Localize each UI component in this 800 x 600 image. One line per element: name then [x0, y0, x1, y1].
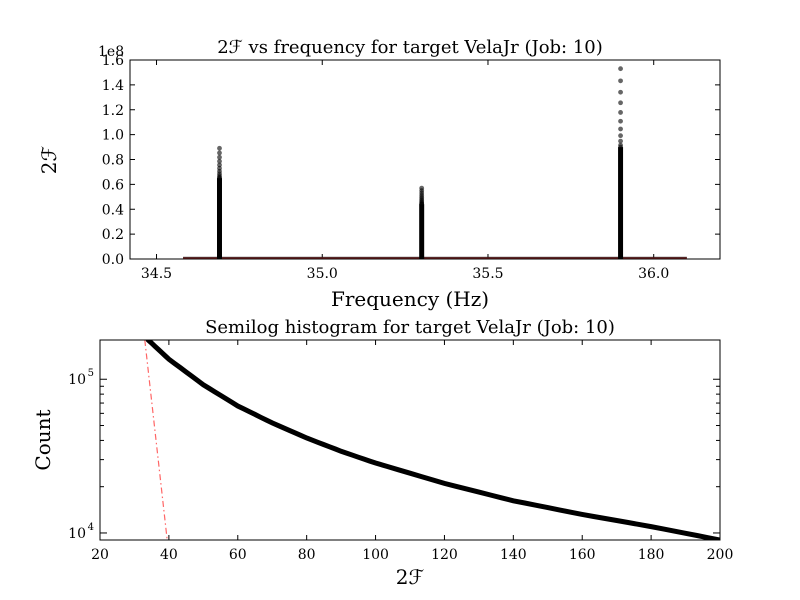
top-y-tick-label: 1.0	[102, 128, 124, 144]
bottom-x-tick-label: 140	[500, 547, 527, 563]
bottom-chart-marks	[144, 340, 720, 540]
top-y-tick-label: 0.0	[102, 252, 124, 268]
top-x-tick-label: 35.0	[307, 266, 338, 282]
top-spike-point	[217, 154, 222, 160]
top-spike-point	[618, 66, 623, 72]
bottom-chart-x-axis-label: 2ℱ	[396, 565, 425, 589]
bottom-chart-title: Semilog histogram for target VelaJr (Job…	[205, 317, 615, 338]
top-spike-point	[217, 162, 222, 168]
top-chart-marks	[183, 66, 687, 259]
bottom-x-tick-label: 200	[707, 547, 734, 563]
top-y-tick-label: 0.2	[102, 227, 124, 243]
top-chart-title: 2ℱ vs frequency for target VelaJr (Job: …	[217, 37, 603, 58]
bottom-x-tick-label: 40	[160, 547, 178, 563]
bottom-x-tick-label: 80	[298, 547, 316, 563]
bottom-x-tick-label: 160	[569, 547, 596, 563]
top-spike-point	[618, 138, 623, 144]
top-chart-y-axis-label: 2ℱ	[37, 146, 61, 175]
top-spike-point	[618, 118, 623, 124]
top-spike-point	[419, 185, 425, 191]
top-chart-x-axis-label: Frequency (Hz)	[331, 287, 489, 311]
top-chart-offset-label: 1e8	[98, 44, 124, 60]
top-y-tick-label: 1.6	[102, 53, 124, 69]
top-spike-point	[618, 100, 623, 106]
top-x-tick-label: 36.0	[638, 266, 669, 282]
top-y-tick-label: 0.6	[102, 177, 124, 193]
top-spike-point	[618, 89, 623, 95]
bottom-y-tick-exponent: 4	[88, 522, 94, 533]
bottom-y-tick-exponent: 5	[88, 368, 94, 379]
bottom-x-tick-label: 120	[431, 547, 458, 563]
top-spike-point	[217, 145, 222, 151]
bottom-x-tick-label: 100	[362, 547, 389, 563]
top-spike-point	[217, 150, 222, 156]
top-spike-point	[618, 78, 623, 84]
top-y-tick-label: 1.4	[102, 78, 124, 94]
top-chart: 2ℱ vs frequency for target VelaJr (Job: …	[37, 37, 721, 311]
top-spike-point	[618, 142, 623, 148]
bottom-series-histogram	[145, 340, 720, 540]
top-spike-point	[217, 165, 222, 171]
top-spike-point	[217, 158, 222, 164]
top-spike-point	[618, 126, 623, 132]
top-y-tick-label: 1.2	[102, 103, 124, 119]
bottom-x-tick-label: 180	[638, 547, 665, 563]
top-y-tick-label: 0.8	[102, 153, 124, 169]
top-x-tick-label: 34.5	[141, 266, 172, 282]
bottom-chart-y-axis-label: Count	[31, 409, 55, 470]
bottom-y-tick-label: 10	[68, 526, 86, 542]
bottom-x-tick-label: 60	[229, 547, 247, 563]
top-x-tick-label: 35.5	[472, 266, 503, 282]
top-spike-point	[618, 110, 623, 115]
bottom-series-reference	[144, 340, 168, 540]
bottom-y-tick-label: 10	[68, 372, 86, 388]
top-chart-ticks: 34.5 35.0 35.5 36.0 0.0 0.2 0.4 0.6 0.8 1.0 1.2 1.4…	[102, 53, 720, 282]
bottom-chart: Semilog histogram for target VelaJr (Job…	[31, 317, 733, 589]
bottom-chart-frame	[99, 339, 721, 541]
top-y-tick-label: 0.4	[102, 202, 124, 218]
top-spike-point	[618, 133, 623, 139]
top-chart-frame	[129, 59, 721, 260]
bottom-x-tick-label: 20	[91, 547, 109, 563]
